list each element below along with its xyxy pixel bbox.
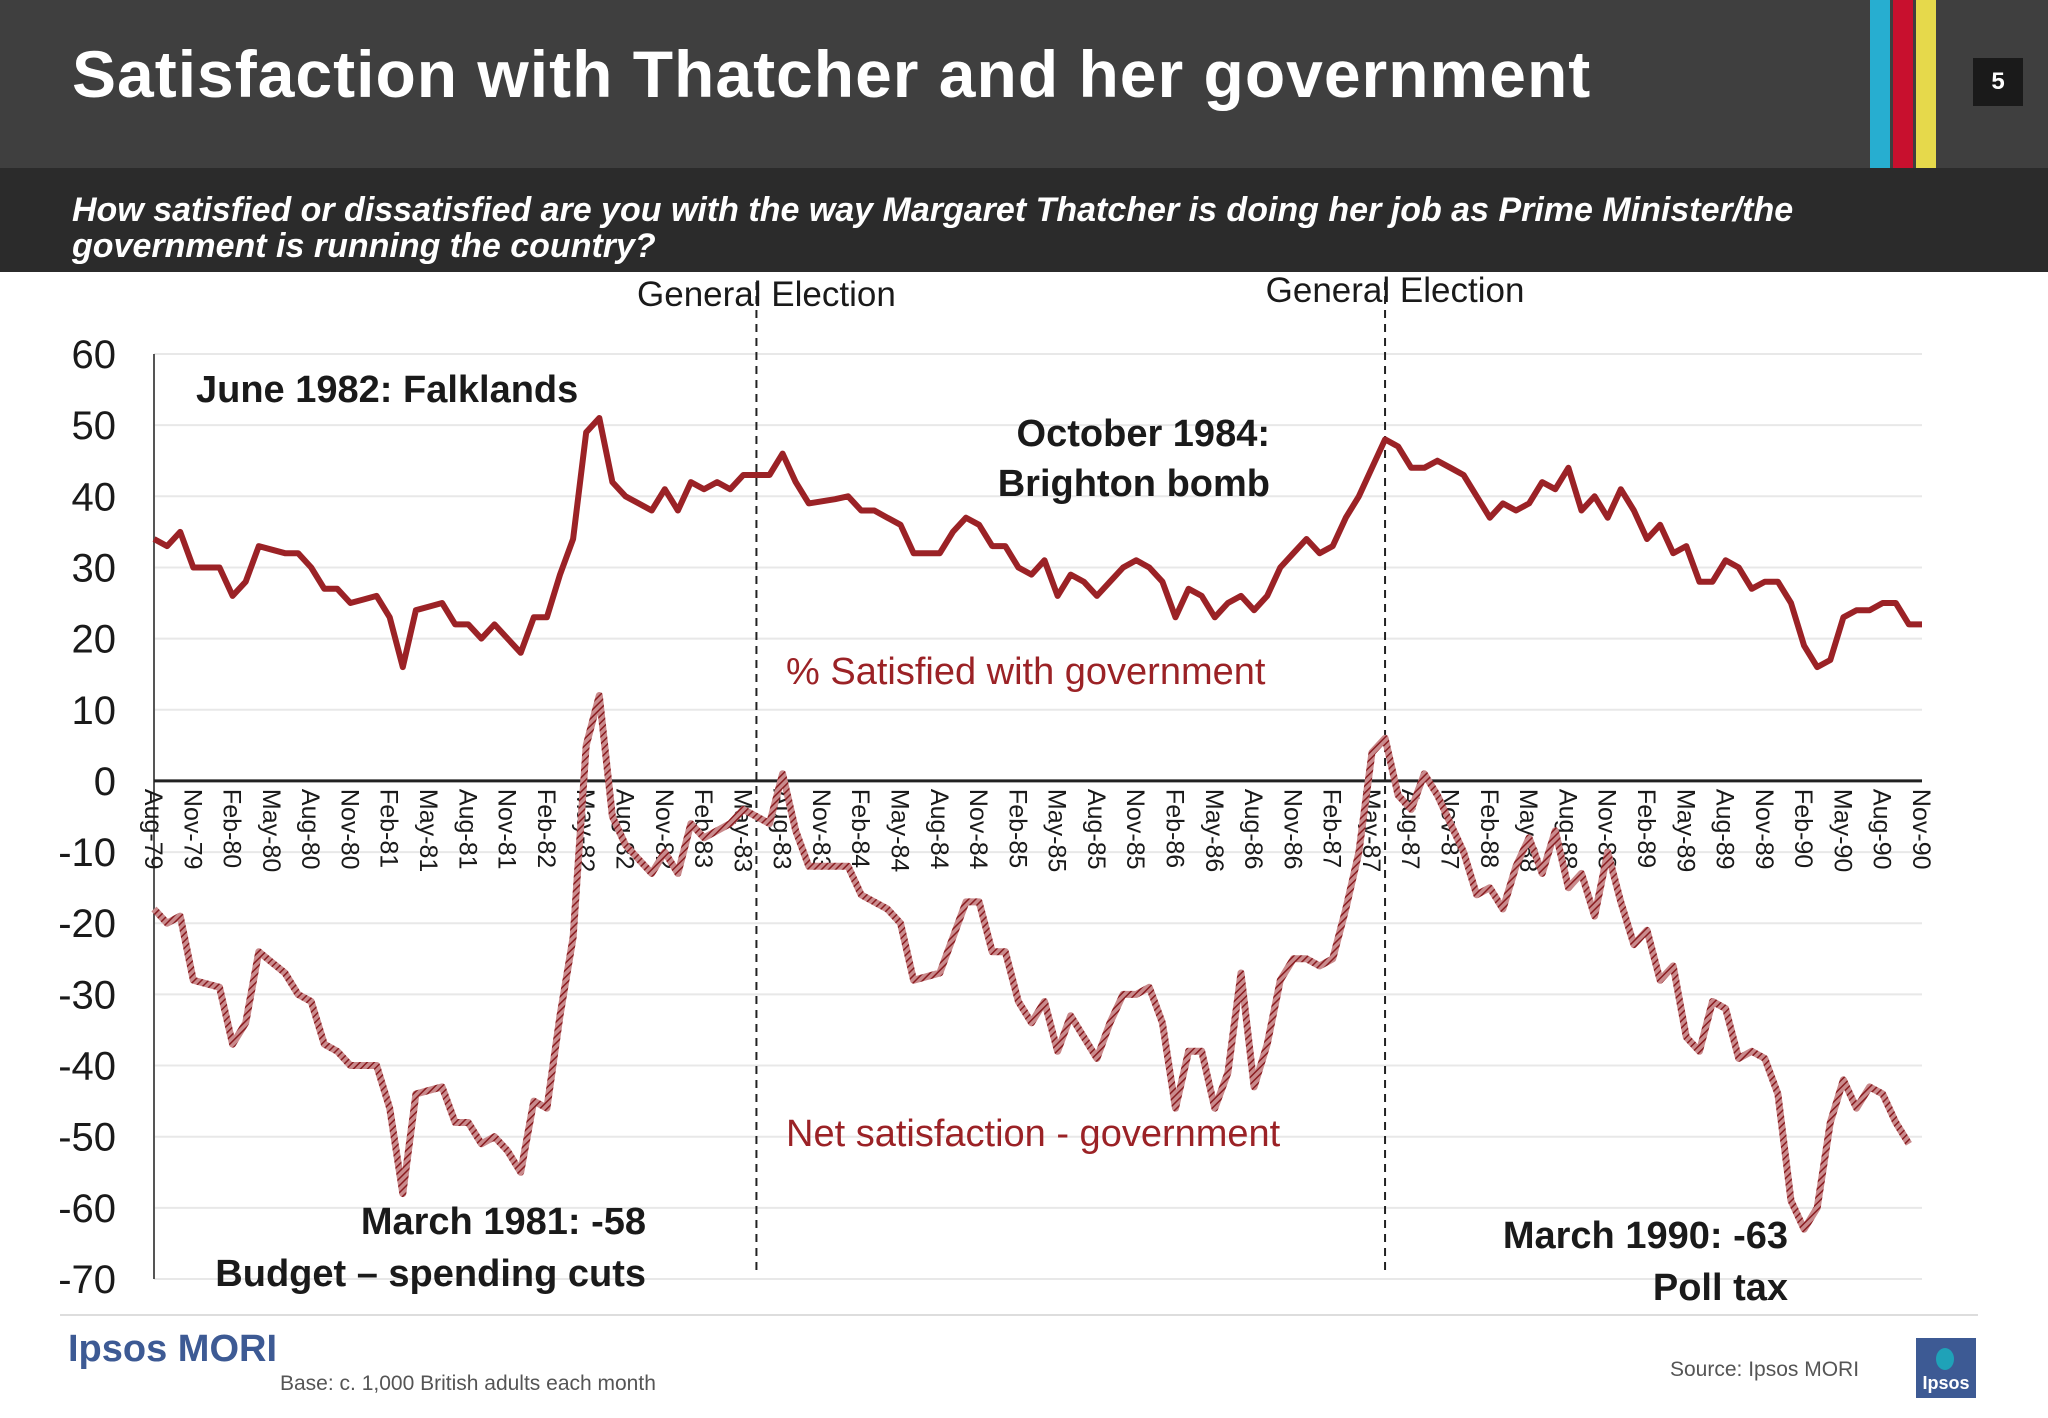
- y-tick-label: -40: [58, 1045, 116, 1089]
- logo-text: Ipsos: [1922, 1373, 1970, 1393]
- x-tick-label: May-90: [1828, 789, 1856, 872]
- election-label: General Election: [637, 275, 896, 314]
- y-tick-label: -10: [58, 831, 116, 875]
- x-tick-label: Feb-88: [1475, 789, 1503, 868]
- x-tick-label: Feb-85: [1003, 789, 1031, 868]
- x-tick-label: Nov-84: [964, 789, 992, 870]
- footer-divider: [60, 1314, 1978, 1316]
- x-tick-label: Nov-86: [1278, 789, 1306, 870]
- x-tick-label: May-85: [1043, 789, 1071, 872]
- annotation-net-label: Net satisfaction - government: [786, 1113, 1281, 1155]
- annotation-march1990: March 1990: -63: [1503, 1215, 1788, 1257]
- x-tick-label: Aug-89: [1711, 789, 1739, 870]
- election-label: General Election: [1266, 272, 1525, 310]
- x-tick-label: Aug-79: [139, 789, 167, 870]
- y-tick-label: 50: [72, 404, 117, 448]
- source-note: Source: Ipsos MORI: [1670, 1358, 1860, 1381]
- ipsos-logo: Ipsos: [1916, 1338, 1976, 1398]
- x-tick-label: Nov-89: [1750, 789, 1778, 870]
- y-tick-label: -20: [58, 902, 116, 946]
- x-tick-label: May-86: [1200, 789, 1228, 872]
- annotation-march1981: Budget – spending cuts: [215, 1253, 646, 1295]
- x-tick-label: Aug-86: [1239, 789, 1267, 870]
- x-tick-label: Feb-86: [1161, 789, 1189, 868]
- x-tick-label: Nov-83: [807, 789, 835, 870]
- base-note: Base: c. 1,000 British adults each month: [280, 1372, 656, 1395]
- x-tick-label: Feb-84: [846, 789, 874, 868]
- x-tick-label: Feb-89: [1632, 789, 1660, 868]
- x-tick-label: Nov-85: [1121, 789, 1149, 870]
- page-title: Satisfaction with Thatcher and her gover…: [72, 37, 1592, 111]
- logo-mark-icon: [1936, 1348, 1954, 1370]
- x-tick-label: Nov-90: [1907, 789, 1935, 870]
- annotation-march1990: Poll tax: [1653, 1267, 1788, 1309]
- x-tick-label: Nov-81: [493, 789, 521, 870]
- y-tick-label: 10: [72, 689, 117, 733]
- x-tick-label: May-81: [414, 789, 442, 872]
- x-tick-label: Aug-80: [296, 789, 324, 870]
- x-tick-label: May-89: [1671, 789, 1699, 872]
- y-tick-label: 60: [72, 333, 117, 377]
- y-tick-label: 30: [72, 546, 117, 590]
- y-tick-label: -60: [58, 1187, 116, 1231]
- header-bar: [0, 0, 2048, 168]
- y-tick-label: -30: [58, 973, 116, 1017]
- axes: 60 50 40 30 20 10 0 -10 -20 -30 -40 -50 -60 -70 Aug-79…: [58, 333, 1935, 1302]
- y-tick-label: -70: [58, 1258, 116, 1302]
- annotation-falklands: June 1982: Falklands: [196, 369, 578, 411]
- x-tick-label: Feb-82: [532, 789, 560, 868]
- accent-stripe-yellow: [1916, 0, 1936, 168]
- series-lines: [151, 415, 1922, 1233]
- satisfaction-chart: General Election General Election 60 50 40 3…: [58, 272, 1935, 1309]
- y-tick-label: 40: [72, 475, 117, 519]
- x-tick-label: Feb-87: [1318, 789, 1346, 868]
- x-tick-label: May-84: [885, 789, 913, 872]
- annotation-march1981: March 1981: -58: [361, 1201, 646, 1243]
- annotation-brighton: October 1984:: [1017, 413, 1270, 455]
- x-tick-label: Aug-81: [453, 789, 481, 870]
- x-tick-label: Nov-79: [178, 789, 206, 870]
- series-line-net-satisfaction: [151, 692, 1912, 1233]
- x-tick-label: Feb-90: [1789, 789, 1817, 868]
- survey-question: How satisfied or dissatisfied are you wi…: [72, 191, 1794, 265]
- x-tick-label: Feb-80: [218, 789, 246, 868]
- question-bar: [0, 168, 2048, 272]
- page-number: 5: [1973, 58, 2023, 106]
- x-tick-label: Aug-85: [1082, 789, 1110, 870]
- x-tick-label: Aug-84: [925, 789, 953, 870]
- y-tick-label: 0: [94, 760, 116, 804]
- series-line-satisfied: [152, 415, 1922, 671]
- accent-stripe-blue: [1870, 0, 1890, 168]
- x-tick-label: May-80: [257, 789, 285, 872]
- accent-stripe-red: [1893, 0, 1913, 168]
- annotations: June 1982: Falklands October 1984: Brighto…: [196, 369, 1788, 1309]
- x-tick-label: May-83: [728, 789, 756, 872]
- y-tick-label: 20: [72, 618, 117, 662]
- x-tick-label: Feb-81: [375, 789, 403, 868]
- x-tick-label: Aug-90: [1868, 789, 1896, 870]
- election-lines: General Election General Election: [637, 272, 1524, 1276]
- y-tick-label: -50: [58, 1116, 116, 1160]
- annotation-brighton: Brighton bomb: [998, 463, 1270, 505]
- brand-logo-text: Ipsos MORI: [68, 1328, 278, 1370]
- x-tick-label: Nov-80: [335, 789, 363, 870]
- annotation-satisfied-label: % Satisfied with government: [786, 651, 1266, 693]
